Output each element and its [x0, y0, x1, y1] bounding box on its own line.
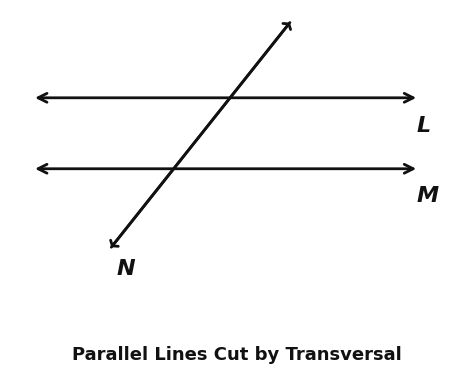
Text: Parallel Lines Cut by Transversal: Parallel Lines Cut by Transversal	[72, 346, 402, 364]
Text: N: N	[117, 259, 135, 279]
Text: M: M	[417, 186, 439, 207]
Text: L: L	[417, 116, 431, 135]
